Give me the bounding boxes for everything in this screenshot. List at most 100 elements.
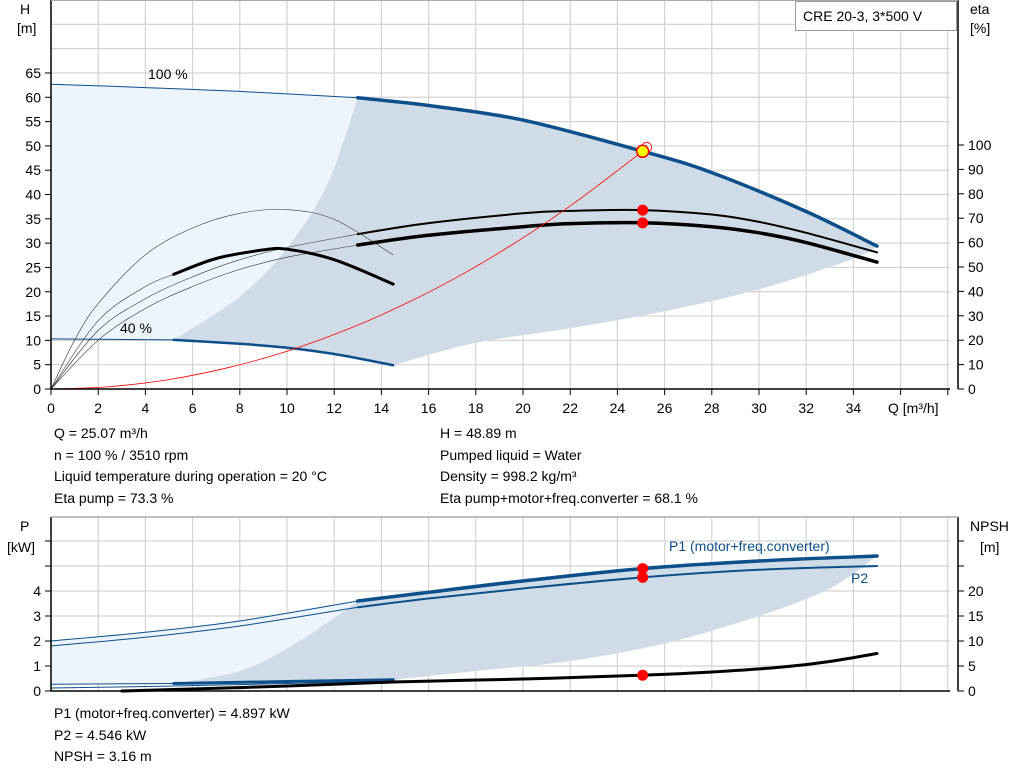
q-tick-label: 26	[657, 400, 673, 416]
q-tick-label: 4	[142, 400, 150, 416]
q-tick-label: 8	[236, 400, 244, 416]
h-tick-label: 5	[33, 357, 41, 373]
q-tick-label: 12	[326, 400, 342, 416]
h-tick-label: 65	[25, 65, 41, 81]
q-tick-label: 30	[751, 400, 767, 416]
eta-total-curve-40-thin	[50, 274, 174, 390]
npsh-axis-label: NPSH	[970, 518, 1009, 534]
eta-tick-label: 10	[968, 357, 984, 373]
q-tick-label: 0	[47, 400, 55, 416]
p-axis-label: P	[20, 518, 29, 534]
p2-legend-label: P2	[851, 570, 868, 586]
speed-40-label: 40 %	[120, 320, 152, 336]
npsh-tick-label: 15	[968, 608, 984, 624]
h-tick-label: 55	[25, 114, 41, 130]
eta-tick-label: 30	[968, 308, 984, 324]
q-tick-label: 22	[562, 400, 578, 416]
p2-curve-40	[50, 680, 394, 689]
info-left: Q = 25.07 m³/h n = 100 % / 3510 rpm Liqu…	[54, 423, 327, 509]
dark-operating-region	[173, 97, 877, 366]
npsh-tick-label: 20	[968, 583, 984, 599]
q-tick-label: 14	[374, 400, 390, 416]
npsh-tick-label: 10	[968, 633, 984, 649]
duty-point-p2	[637, 571, 649, 583]
p-tick-label: 1	[33, 658, 41, 674]
light-operating-region	[51, 84, 358, 340]
speed-value: n = 100 % / 3510 rpm	[54, 446, 189, 463]
duty-point-eta-pump	[637, 204, 649, 216]
p-axis-unit: [kW]	[7, 539, 35, 555]
p-tick-label: 2	[33, 633, 41, 649]
eta-tick-label: 50	[968, 259, 984, 275]
pumped-liquid: Pumped liquid = Water	[440, 446, 582, 463]
eta-tick-label: 70	[968, 210, 984, 226]
eta-tick-label: 100	[968, 137, 992, 153]
eta-total-curve-thin	[50, 244, 359, 390]
p-tick-label: 3	[33, 608, 41, 624]
p1-curve-40-thin	[50, 683, 175, 685]
h-tick-label: 0	[33, 381, 41, 397]
h-tick-label: 45	[25, 162, 41, 178]
head-curve-40-thin	[50, 338, 175, 341]
p1-legend-label: P1 (motor+freq.converter)	[669, 538, 830, 554]
q-tick-label: 24	[610, 400, 626, 416]
light-power-region	[51, 601, 358, 685]
info-bottom: P1 (motor+freq.converter) = 4.897 kW P2 …	[54, 703, 290, 768]
h-tick-label: 30	[25, 235, 41, 251]
q-tick-label: 28	[704, 400, 720, 416]
h-tick-label: 35	[25, 211, 41, 227]
h-axis-label: H	[20, 1, 30, 17]
npsh-tick-label: 0	[968, 683, 976, 699]
p2-curve	[356, 565, 878, 609]
duty-point-p1	[637, 563, 649, 575]
h-tick-label: 15	[25, 308, 41, 324]
speed-100-label: 100 %	[148, 66, 188, 82]
duty-point-npsh	[637, 669, 649, 681]
head-curve-100-thin	[50, 83, 359, 99]
p2-value: P2 = 4.546 kW	[54, 726, 147, 743]
eta-tick-label: 80	[968, 186, 984, 202]
eta-axis-label: eta	[970, 1, 990, 17]
h-tick-label: 10	[25, 332, 41, 348]
npsh-tick-label: 5	[968, 658, 976, 674]
eta-tick-label: 0	[968, 381, 976, 397]
npsh-curve	[120, 652, 879, 693]
q-tick-label: 6	[189, 400, 197, 416]
q-tick-label: 18	[468, 400, 484, 416]
system-curve	[50, 150, 644, 390]
p2-curve-thin	[50, 606, 359, 647]
pump-title-box: CRE 20-3, 3*500 V	[795, 1, 957, 31]
duty-point-head	[635, 144, 650, 159]
p1-curve-40	[172, 678, 395, 685]
h-tick-label: 50	[25, 138, 41, 154]
eta-pump-curve-thin	[50, 233, 359, 390]
head-curve-40	[172, 338, 395, 367]
p-tick-label: 4	[33, 583, 41, 599]
h-tick-label: 25	[25, 259, 41, 275]
info-right: H = 48.89 m Pumped liquid = Water Densit…	[440, 423, 698, 509]
h-tick-label: 40	[25, 187, 41, 203]
q-tick-label: 10	[279, 400, 295, 416]
liquid-temperature: Liquid temperature during operation = 20…	[54, 468, 327, 484]
npsh-value: NPSH = 3.16 m	[54, 748, 152, 764]
power-npsh-chart: 0 1 2 3 4 0 5 10 15 20	[33, 516, 984, 699]
dark-power-region	[173, 556, 877, 684]
q-tick-label: 20	[515, 400, 531, 416]
p1-curve	[356, 554, 879, 603]
eta-axis-unit: [%]	[970, 20, 990, 36]
eta-tick-label: 40	[968, 283, 984, 299]
q-tick-label: 16	[421, 400, 437, 416]
eta-tick-label: 90	[968, 161, 984, 177]
h-axis-unit: [m]	[17, 20, 36, 36]
eta-pump-value: Eta pump = 73.3 %	[54, 489, 174, 506]
eta-tick-label: 20	[968, 332, 984, 348]
q-tick-label: 2	[94, 400, 102, 416]
eta-total-curve-40	[172, 246, 395, 286]
h-tick-label: 20	[25, 284, 41, 300]
q-tick-label: 34	[846, 400, 862, 416]
density-value: Density = 998.2 kg/m³	[440, 468, 577, 484]
duty-point-eta-total	[637, 217, 649, 229]
head-value: H = 48.89 m	[440, 425, 517, 441]
p1-value: P1 (motor+freq.converter) = 4.897 kW	[54, 705, 290, 721]
